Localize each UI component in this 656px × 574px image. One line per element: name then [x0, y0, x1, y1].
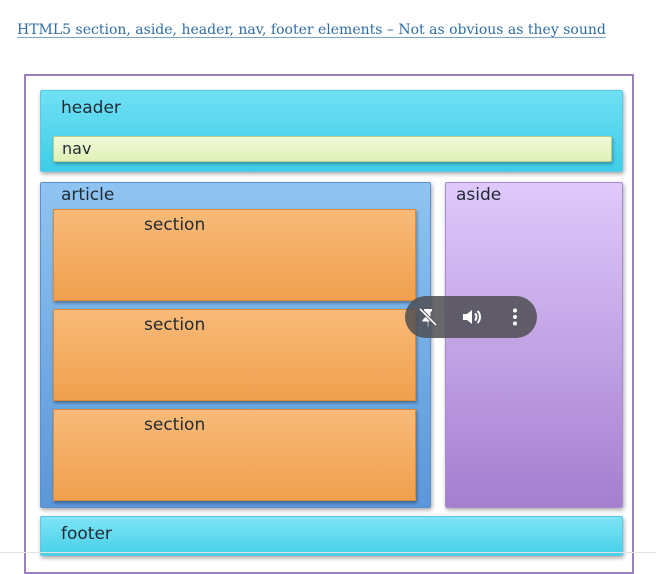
header-box: header nav — [40, 90, 623, 172]
volume-icon[interactable] — [459, 305, 483, 329]
header-label: header — [61, 98, 121, 118]
section-label: section — [144, 315, 206, 335]
pin-off-icon[interactable] — [416, 305, 440, 329]
html5-layout-diagram: header nav article section section secti… — [24, 74, 634, 574]
section-label: section — [144, 415, 206, 435]
section-label: section — [144, 215, 206, 235]
section-box: section — [53, 309, 416, 401]
article-box: article section section section — [40, 182, 431, 508]
aside-label: aside — [456, 185, 502, 205]
section-box: section — [53, 409, 416, 501]
divider — [0, 552, 656, 553]
section-box: section — [53, 209, 416, 301]
aside-box: aside — [445, 182, 623, 508]
nav-label: nav — [62, 139, 92, 158]
video-overlay-controls — [405, 296, 537, 338]
footer-label: footer — [61, 524, 112, 544]
footer-box: footer — [40, 516, 623, 556]
nav-box: nav — [53, 136, 612, 162]
article-label: article — [61, 185, 115, 205]
more-vertical-icon[interactable] — [503, 305, 527, 329]
article-title-link[interactable]: HTML5 section, aside, header, nav, foote… — [17, 22, 606, 38]
